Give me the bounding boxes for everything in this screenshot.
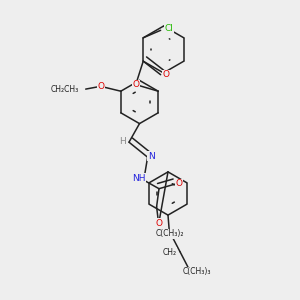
Text: O: O (176, 179, 183, 188)
Text: O: O (156, 219, 163, 228)
Text: O: O (163, 70, 170, 79)
Text: H: H (119, 136, 126, 146)
Text: NH: NH (133, 174, 146, 183)
Text: O: O (97, 82, 104, 91)
Text: C(CH₃)₂: C(CH₃)₂ (155, 229, 184, 238)
Text: Cl: Cl (165, 24, 173, 33)
Text: CH₂: CH₂ (163, 248, 177, 257)
Text: CH₂CH₃: CH₂CH₃ (50, 85, 79, 94)
Text: N: N (148, 152, 154, 161)
Text: O: O (132, 80, 139, 89)
Text: C(CH₃)₃: C(CH₃)₃ (182, 267, 211, 276)
